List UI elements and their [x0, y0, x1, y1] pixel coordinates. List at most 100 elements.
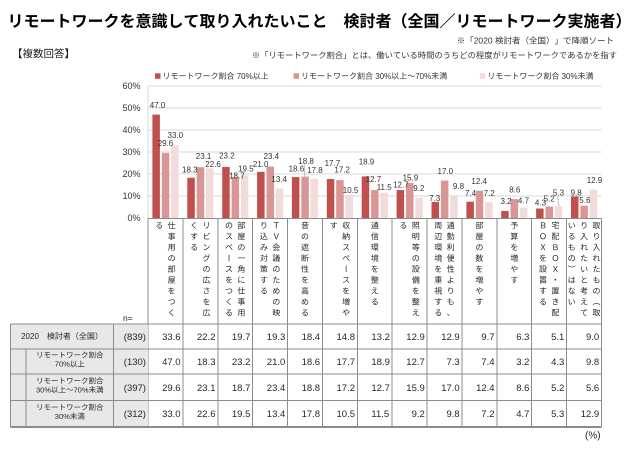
svg-text:33.0: 33.0 [162, 409, 181, 420]
svg-text:18.3: 18.3 [197, 357, 216, 368]
svg-text:(%): (%) [585, 431, 601, 442]
svg-text:22.6: 22.6 [205, 160, 221, 169]
svg-text:4.3: 4.3 [535, 199, 547, 208]
svg-text:22.6: 22.6 [197, 409, 216, 420]
svg-text:17.7: 17.7 [337, 357, 356, 368]
svg-text:4.7: 4.7 [516, 409, 529, 420]
svg-text:47.0: 47.0 [162, 357, 181, 368]
svg-text:12.7: 12.7 [406, 357, 425, 368]
svg-text:3.2: 3.2 [516, 357, 529, 368]
svg-text:70%: 70% [237, 72, 253, 81]
svg-text:18.9: 18.9 [359, 158, 375, 167]
svg-text:18.7: 18.7 [229, 172, 245, 181]
svg-text:7.4: 7.4 [481, 357, 494, 368]
svg-text:7.2: 7.2 [484, 189, 496, 198]
svg-text:23.1: 23.1 [196, 152, 212, 161]
svg-text:9.7: 9.7 [481, 332, 494, 343]
svg-text:17.7: 17.7 [325, 159, 341, 168]
svg-text:9.8: 9.8 [447, 409, 460, 420]
svg-text:12.7: 12.7 [371, 383, 390, 394]
svg-text:19.3: 19.3 [267, 332, 286, 343]
svg-text:10.5: 10.5 [337, 409, 356, 420]
svg-text:18.3: 18.3 [182, 165, 198, 174]
svg-text:18.9: 18.9 [371, 357, 390, 368]
svg-text:30%: 30% [36, 385, 51, 394]
svg-text:2020: 2020 [474, 36, 493, 46]
svg-text:22.2: 22.2 [197, 332, 216, 343]
svg-text:18.8: 18.8 [302, 383, 321, 394]
svg-text:23.4: 23.4 [264, 152, 280, 161]
svg-text:18.8: 18.8 [298, 157, 314, 166]
svg-text:5.2: 5.2 [544, 195, 556, 204]
svg-text:19.5: 19.5 [232, 409, 251, 420]
svg-text:7.2: 7.2 [481, 409, 494, 420]
svg-text:18.4: 18.4 [302, 332, 321, 343]
svg-text:n=: n= [123, 313, 133, 323]
svg-text:13.2: 13.2 [371, 332, 390, 343]
svg-text:9.2: 9.2 [412, 409, 425, 420]
svg-text:33.0: 33.0 [168, 131, 184, 140]
svg-text:17.0: 17.0 [441, 383, 460, 394]
svg-text:12.9: 12.9 [581, 409, 600, 420]
svg-text:18.6: 18.6 [302, 357, 321, 368]
svg-text:21.0: 21.0 [253, 160, 269, 169]
svg-text:29.6: 29.6 [162, 383, 181, 394]
svg-text:10.5: 10.5 [343, 186, 359, 195]
svg-text:9.0: 9.0 [586, 332, 599, 343]
svg-text:6.3: 6.3 [516, 332, 529, 343]
svg-text:8.6: 8.6 [509, 186, 521, 195]
svg-text:5.6: 5.6 [579, 196, 591, 205]
svg-text:33.6: 33.6 [162, 332, 181, 343]
svg-text:40%: 40% [123, 125, 141, 135]
svg-text:17.8: 17.8 [302, 409, 321, 420]
svg-text:5.3: 5.3 [553, 189, 565, 198]
svg-text:5.1: 5.1 [551, 332, 564, 343]
svg-text:5.3: 5.3 [551, 409, 564, 420]
svg-text:30%: 30% [375, 72, 391, 81]
svg-text:29.6: 29.6 [158, 139, 174, 148]
svg-text:21.0: 21.0 [267, 357, 286, 368]
svg-text:2020: 2020 [21, 332, 39, 341]
svg-text:12.9: 12.9 [441, 332, 460, 343]
svg-text:18.6: 18.6 [289, 164, 305, 173]
svg-text:9.8: 9.8 [453, 182, 465, 191]
svg-text:17.8: 17.8 [307, 166, 323, 175]
svg-text:13.4: 13.4 [267, 409, 286, 420]
svg-text:70%: 70% [74, 385, 89, 394]
svg-text:30%: 30% [123, 147, 141, 157]
svg-text:19.5: 19.5 [238, 164, 254, 173]
svg-text:23.2: 23.2 [219, 152, 235, 161]
svg-text:11.5: 11.5 [377, 183, 393, 192]
svg-text:50%: 50% [123, 103, 141, 113]
svg-text:70%: 70% [55, 360, 70, 369]
svg-text:12.4: 12.4 [471, 177, 487, 186]
svg-text:(839): (839) [124, 332, 146, 343]
svg-text:23.2: 23.2 [232, 357, 251, 368]
svg-text:(397): (397) [124, 383, 146, 394]
svg-text:3.2: 3.2 [501, 197, 513, 206]
svg-text:23.4: 23.4 [267, 383, 286, 394]
svg-text:19.7: 19.7 [232, 332, 251, 343]
svg-text:47.0: 47.0 [150, 101, 166, 110]
svg-text:(130): (130) [124, 357, 146, 368]
svg-text:12.7: 12.7 [366, 175, 382, 184]
svg-text:5.6: 5.6 [586, 383, 599, 394]
svg-text:0%: 0% [128, 213, 141, 223]
svg-text:17.2: 17.2 [337, 383, 356, 394]
svg-text:(312): (312) [124, 409, 146, 420]
svg-text:30%: 30% [562, 72, 578, 81]
svg-text:12.9: 12.9 [587, 176, 603, 185]
svg-text:60%: 60% [123, 81, 141, 91]
svg-text:17.2: 17.2 [334, 165, 350, 174]
svg-text:7.3: 7.3 [429, 194, 441, 203]
svg-text:9.8: 9.8 [571, 189, 583, 198]
svg-text:8.6: 8.6 [516, 383, 529, 394]
svg-text:15.9: 15.9 [406, 383, 425, 394]
svg-text:23.1: 23.1 [197, 383, 216, 394]
svg-text:7.4: 7.4 [465, 189, 477, 198]
svg-text:17.0: 17.0 [438, 167, 454, 176]
svg-text:7.3: 7.3 [447, 357, 460, 368]
svg-text:12.7: 12.7 [393, 181, 409, 190]
svg-text:12.4: 12.4 [476, 383, 495, 394]
svg-text:9.8: 9.8 [586, 357, 599, 368]
